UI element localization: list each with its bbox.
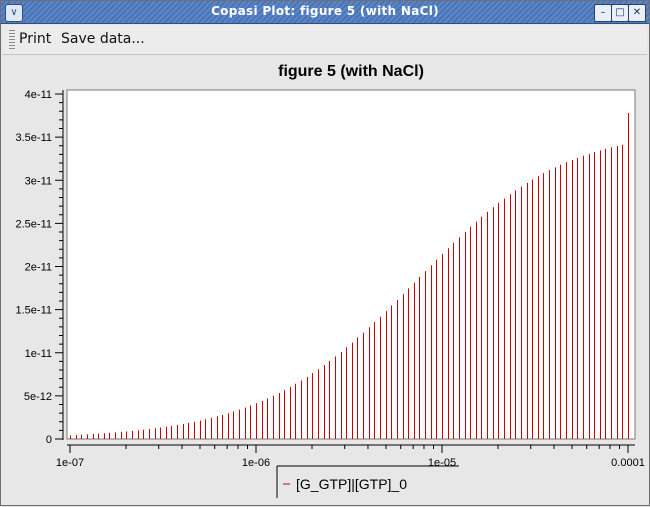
x-tick-label: 0.0001 xyxy=(611,457,645,469)
toolbar-grip-handle[interactable] xyxy=(9,30,15,50)
save-data-button[interactable]: Save data... xyxy=(61,31,145,47)
window-menu-icon[interactable]: ∨ xyxy=(5,4,23,22)
y-tick-label: 3e-11 xyxy=(25,175,52,187)
chart: figure 5 (with NaCl) 0 5e-12 1e-11 1.5e-11 2e… xyxy=(16,63,645,498)
close-button[interactable]: ✕ xyxy=(628,4,646,22)
x-tick-label: 1e-05 xyxy=(428,457,456,469)
y-tick-label: 2.5e-11 xyxy=(16,218,53,230)
y-tick-label: 4e-11 xyxy=(25,89,52,101)
plot-area: figure 5 (with NaCl) 0 5e-12 1e-11 1.5e-11 2e… xyxy=(3,56,647,503)
y-tick-label: 1.5e-11 xyxy=(16,305,53,317)
plot-canvas xyxy=(66,89,636,440)
x-tick-label: 1e-06 xyxy=(242,457,270,469)
y-tick-label: 5e-12 xyxy=(24,391,52,403)
y-tick-label: 2e-11 xyxy=(25,262,52,274)
x-tick-label: 1e-07 xyxy=(56,457,84,469)
print-button[interactable]: Print xyxy=(19,31,52,47)
title-bar[interactable]: ∨ Copasi Plot: figure 5 (with NaCl) – □ … xyxy=(1,1,649,24)
minimize-button[interactable]: – xyxy=(594,4,612,22)
maximize-button[interactable]: □ xyxy=(611,4,629,22)
window-title: Copasi Plot: figure 5 (with NaCl) xyxy=(211,4,439,18)
y-tick-label: 3.5e-11 xyxy=(16,132,53,144)
toolbar: Print Save data... xyxy=(3,25,647,55)
y-tick-label: 0 xyxy=(46,434,52,446)
y-tick-label: 1e-11 xyxy=(25,348,52,360)
legend-entry: [G_GTP]|[GTP]_0 xyxy=(296,476,407,492)
chart-title: figure 5 (with NaCl) xyxy=(278,63,424,80)
